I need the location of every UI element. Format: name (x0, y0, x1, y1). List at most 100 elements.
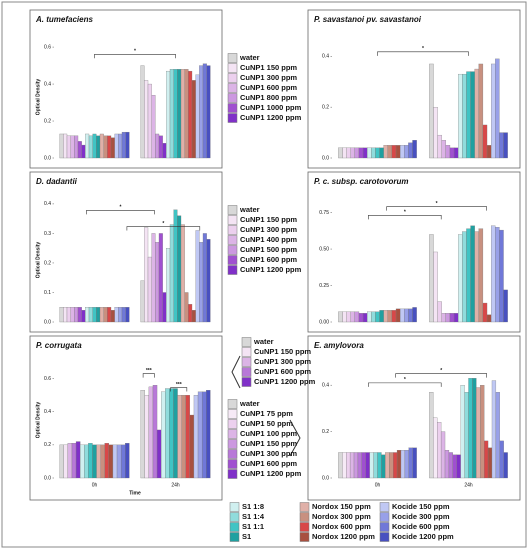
significance-label: * (134, 49, 136, 55)
bar (161, 391, 166, 479)
bar (177, 394, 182, 479)
bar (169, 388, 174, 479)
legend-label: CuNP1 600 ppm (240, 459, 297, 468)
bar (480, 385, 485, 479)
bar (346, 311, 351, 323)
bar (96, 444, 101, 479)
significance-bracket (368, 382, 442, 387)
y-tick-label: 0.6 (44, 376, 51, 382)
bar (63, 307, 68, 323)
legend-swatch (229, 502, 240, 512)
y-tick-label: 0.2 (44, 442, 51, 448)
bar (177, 69, 182, 159)
y-axis-label: Optical Density (35, 402, 41, 439)
significance-bracket (94, 54, 176, 59)
bar (120, 444, 126, 479)
significance-label: *** (146, 368, 152, 374)
bar (188, 70, 193, 159)
y-tick-label: 0.0 (44, 319, 51, 325)
bar (165, 388, 170, 479)
bar (433, 417, 438, 479)
significance-bracket (170, 387, 188, 392)
bar (371, 147, 376, 159)
bar (408, 447, 413, 479)
bar (389, 452, 394, 479)
legend-swatch (227, 73, 238, 83)
legend-swatch (299, 502, 310, 512)
legend-swatch (241, 337, 252, 347)
y-tick-label: 0.4 (44, 409, 51, 415)
legend-swatch (379, 522, 390, 532)
bar (449, 313, 455, 323)
bar (487, 447, 493, 479)
bar (103, 307, 108, 323)
bar (342, 147, 347, 159)
legend-label: Nordox 300 ppm (312, 512, 371, 521)
bar (180, 224, 185, 323)
bar (362, 313, 368, 323)
legend-swatch (227, 245, 238, 255)
bar (354, 147, 360, 159)
legend-label: Nordox 1200 ppm (312, 532, 375, 541)
bar (92, 307, 97, 323)
bar (180, 69, 185, 159)
bar (125, 131, 130, 159)
legend-label: CuNP1 600 ppm (254, 367, 311, 376)
bar (88, 443, 93, 479)
bar (385, 452, 390, 479)
y-tick-label: 0.25 (319, 283, 329, 289)
bar (110, 137, 115, 159)
y-axis-label: Optical Density (35, 242, 41, 279)
bar (353, 452, 359, 479)
legend-swatch (227, 449, 238, 459)
bar (391, 145, 397, 159)
y-tick-label: 0.4 (322, 383, 329, 389)
legend-label: CuNP1 400 ppm (240, 235, 297, 244)
bar (453, 313, 459, 323)
bar (144, 80, 149, 159)
bar (383, 310, 388, 323)
bar (152, 385, 158, 479)
bar (466, 228, 471, 323)
bar (400, 450, 406, 479)
bar (169, 69, 174, 159)
bar (59, 444, 64, 479)
bar (185, 394, 190, 479)
bar (80, 444, 85, 479)
bar (92, 444, 97, 479)
bar (503, 452, 508, 479)
legend-swatch (241, 367, 252, 377)
significance-label: * (422, 46, 424, 52)
legend-label: CuNP1 600 ppm (240, 255, 297, 264)
bar (346, 452, 351, 479)
bar (470, 225, 475, 323)
legend-label: CuNP1 150 ppm (254, 347, 311, 356)
legend-swatch (227, 409, 238, 419)
bar (338, 147, 343, 159)
bar (499, 132, 504, 159)
legend-swatch (299, 532, 310, 542)
bar (201, 391, 207, 479)
legend-label: CuNP1 300 ppm (254, 357, 311, 366)
bar (453, 147, 459, 159)
bar (162, 143, 167, 159)
legend-swatch (299, 522, 310, 532)
legend-label: S1 (242, 532, 251, 541)
bar (84, 444, 89, 479)
bar (395, 145, 401, 159)
bar (395, 308, 401, 323)
bar (354, 311, 360, 323)
bar (358, 313, 364, 323)
bar (140, 65, 145, 159)
x-tick-label: 0h (92, 482, 98, 488)
bar (148, 386, 154, 479)
legend-label: water (239, 53, 260, 62)
legend-label: CuNP1 800 ppm (240, 93, 297, 102)
y-tick-label: 0.2 (322, 429, 329, 435)
legend-label: Nordox 150 ppm (312, 502, 371, 511)
legend-swatch (227, 429, 238, 439)
bar (466, 71, 471, 159)
legend-swatch (227, 83, 238, 93)
y-tick-label: 0.6 (44, 44, 51, 50)
bar (338, 452, 343, 479)
